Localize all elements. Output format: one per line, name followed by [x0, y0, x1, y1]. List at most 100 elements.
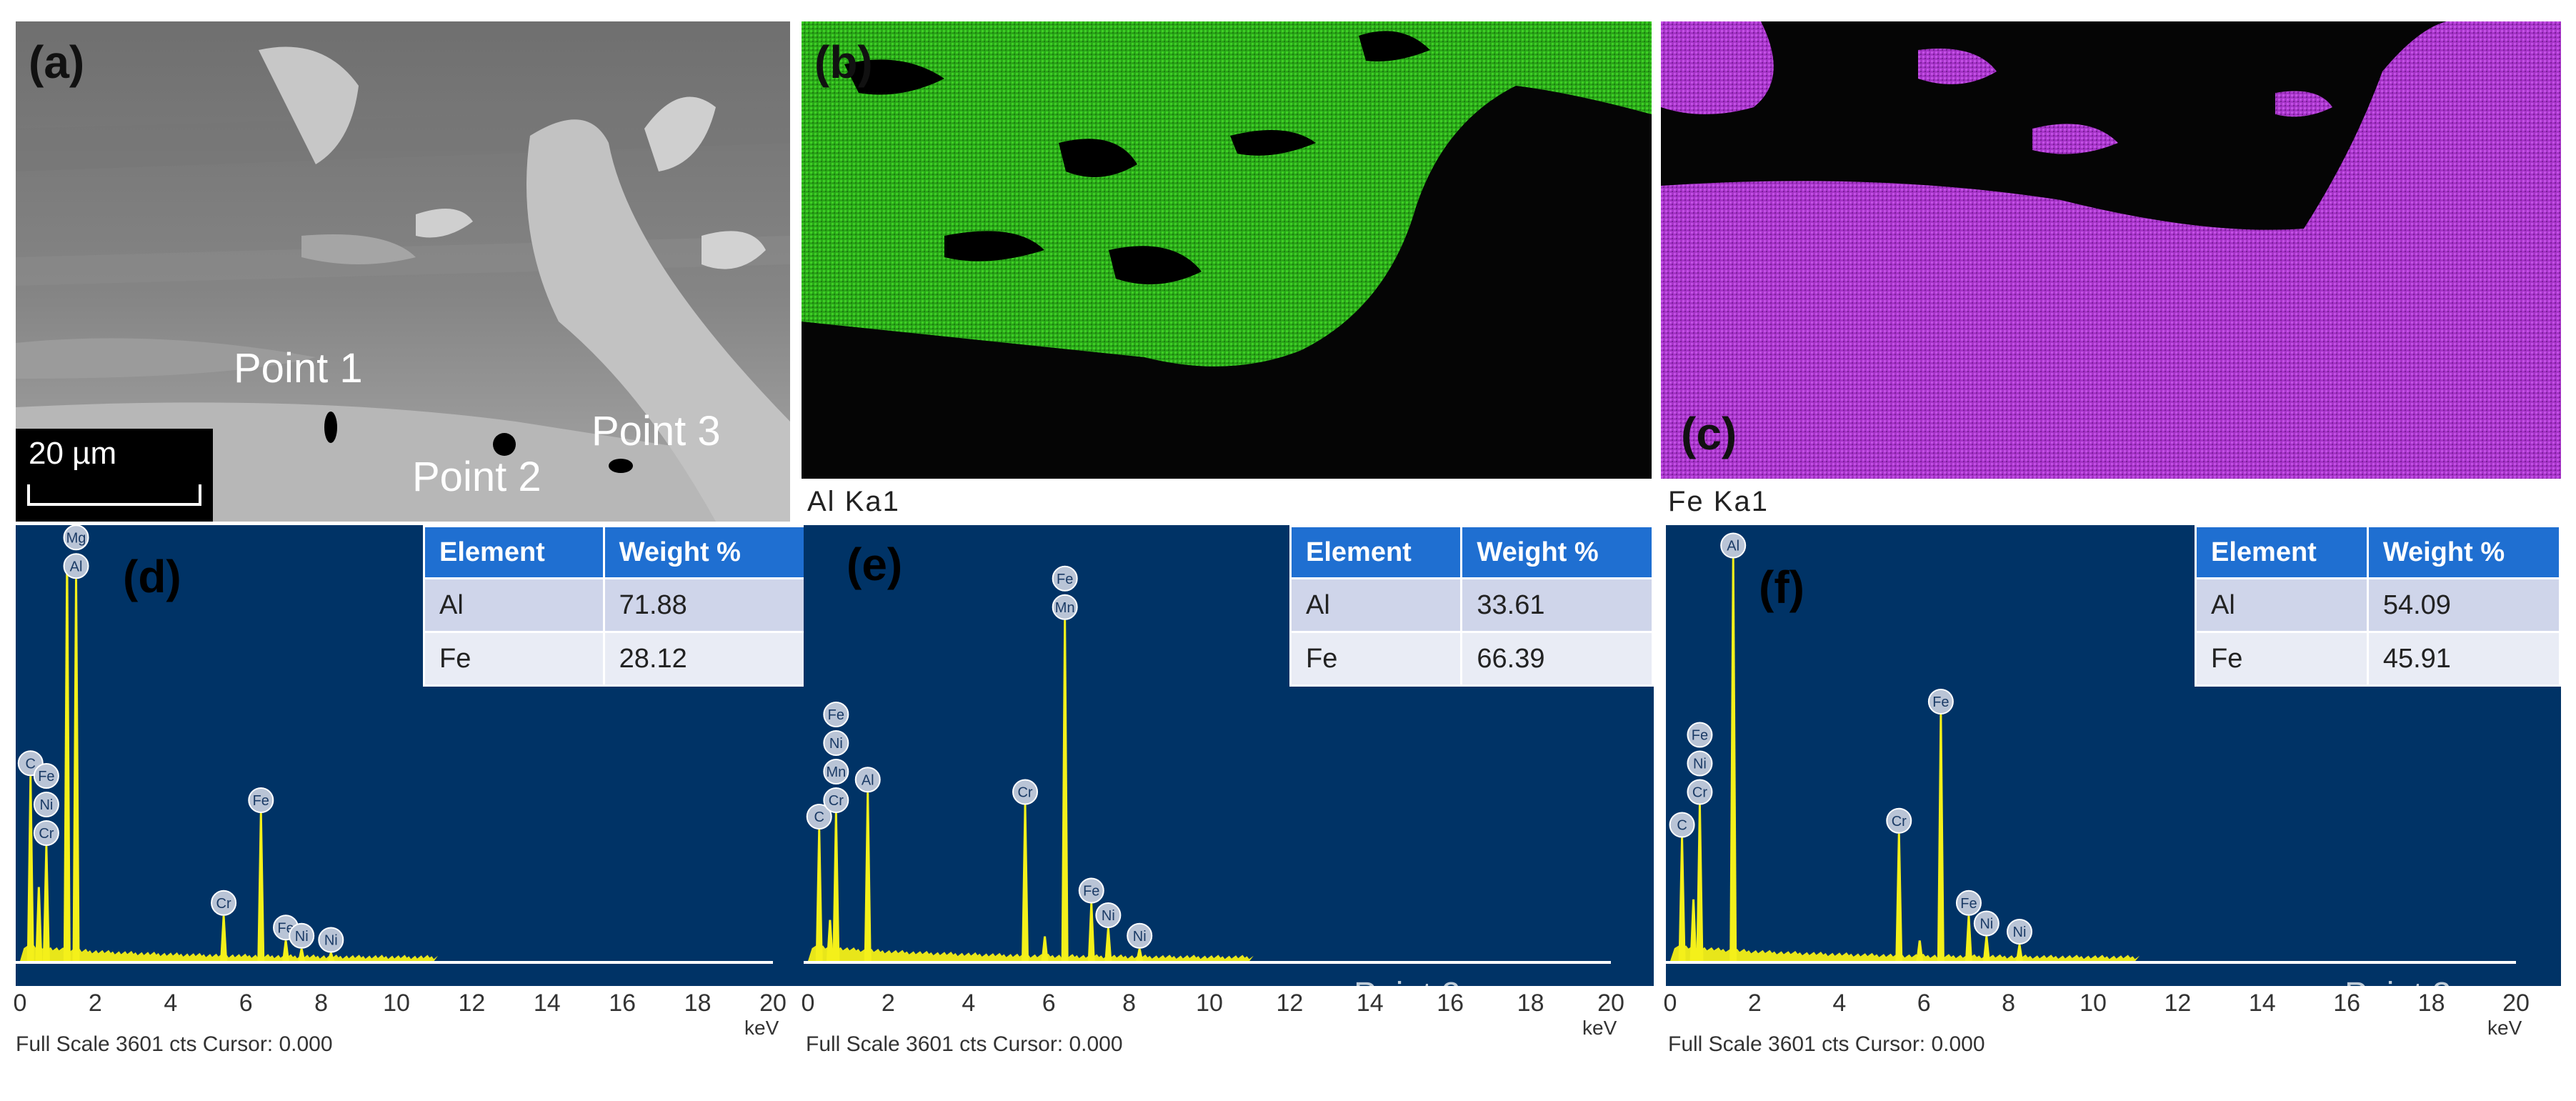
cell-weight: 33.61 [1460, 577, 1654, 633]
peak-label-fe: Fe [823, 702, 849, 727]
x-tick-label: 18 [684, 990, 712, 1017]
peak-label-cr: Cr [1012, 779, 1039, 805]
svg-text:Fe: Fe [1692, 728, 1708, 744]
peak-label-fe: Fe [1955, 890, 1982, 916]
svg-text:Ni: Ni [829, 736, 843, 752]
spectrum-peak [1022, 804, 1029, 961]
x-tick-label: 8 [314, 990, 329, 1017]
scale-bar: 20 µm [16, 429, 213, 522]
peak-label-fe: Fe [1078, 877, 1104, 904]
spectrum-peak [1136, 948, 1144, 961]
svg-text:Cr: Cr [1692, 785, 1707, 801]
fe-map-panel: (c) [1661, 21, 2561, 479]
point-3-marker [609, 459, 633, 473]
header-element: Element [423, 525, 605, 579]
spectrum-peak [1696, 804, 1704, 961]
cell-element: Al [423, 577, 605, 633]
spectrum-peak [63, 558, 71, 961]
peak-label-ni: Ni [289, 922, 315, 949]
svg-text:Al: Al [862, 772, 874, 788]
cell-weight: 54.09 [2366, 577, 2561, 633]
spectrum-peak [826, 920, 834, 961]
point-1-label: Point 1 [234, 345, 363, 392]
spectrum-background [20, 945, 438, 961]
x-tick-label: 14 [533, 990, 561, 1017]
overlay-text-point-3: Point 3 [2345, 975, 2451, 986]
peak-label-al: Al [63, 553, 89, 579]
svg-text:C: C [814, 809, 824, 825]
al-element-map [802, 21, 1652, 367]
spectrum-peak [1678, 837, 1686, 961]
spectrum-peak [1982, 936, 1990, 961]
spectrum-peak [220, 915, 228, 961]
composition-table-d: Element Weight % Al 71.88 Fe 28.12 [423, 525, 806, 687]
cell-weight: 28.12 [602, 631, 806, 687]
x-tick-label: 12 [2164, 990, 2192, 1017]
x-tick-label: 20 [2502, 990, 2530, 1017]
scale-bar-tick-right [199, 484, 201, 506]
spectrum-peak [864, 792, 872, 961]
x-tick-label: 18 [1517, 990, 1544, 1017]
peak-label-fe: Fe [1927, 689, 1954, 714]
sem-image-panel: (a) Point 1 Point 2 Point 3 20 µm [16, 21, 790, 522]
eds-spectrum-e: C Fe Ni Mn Cr Al Cr Fe Mn Fe Ni Ni (e) Element Weig… [804, 525, 1654, 986]
x-tick-label: 10 [2080, 990, 2107, 1017]
spectrum-peak [1087, 903, 1095, 961]
composition-table-e: Element Weight % Al 33.61 Fe 66.39 [1289, 525, 1654, 687]
fe-element-map [1661, 21, 2561, 479]
x-tick-label: 14 [2248, 990, 2276, 1017]
scale-bar-tick-left [27, 484, 30, 506]
x-tick-label: 0 [13, 990, 27, 1017]
svg-text:Cr: Cr [39, 826, 54, 842]
table-header-row: Element Weight % [423, 525, 806, 579]
peak-label-cr: Cr [1687, 779, 1713, 805]
x-tick-label: 18 [2417, 990, 2445, 1017]
x-tick-label: 4 [962, 990, 976, 1017]
spectrum-peak [282, 940, 290, 961]
header-weight: Weight % [602, 525, 806, 579]
peak-label-ni: Ni [1095, 902, 1122, 928]
x-tick-label: 0 [801, 990, 815, 1017]
peak-label-ni: Ni [823, 730, 849, 756]
peak-label-fe: Fe [1052, 565, 1078, 592]
panel-label-b: (b) [814, 36, 873, 88]
peak-label-ni: Ni [33, 792, 59, 817]
svg-text:Fe: Fe [38, 769, 54, 784]
spectrum-peak [35, 887, 43, 961]
panel-label-e: (e) [847, 539, 903, 590]
overlay-text-point-2: Point 2 [1354, 975, 1460, 986]
panel-label-a: (a) [29, 36, 85, 88]
svg-text:Ni: Ni [2013, 925, 2027, 940]
x-tick-label: 6 [1917, 990, 1931, 1017]
point-3-label: Point 3 [591, 408, 721, 454]
peak-label-c: C [806, 804, 832, 830]
svg-text:C: C [1677, 818, 1687, 834]
cell-element: Fe [1289, 631, 1463, 687]
panel-label-f: (f) [1759, 562, 1804, 613]
spectrum-peak [815, 830, 823, 961]
svg-text:Ni: Ni [1980, 917, 1993, 932]
peak-label-ni: Ni [1687, 750, 1713, 777]
svg-text:Cr: Cr [1892, 814, 1907, 830]
svg-text:Al: Al [1727, 539, 1739, 554]
x-tick-label: 8 [2002, 990, 2016, 1017]
spectrum-peak [42, 846, 50, 961]
peak-label-cr: Cr [823, 787, 849, 813]
header-weight: Weight % [2366, 525, 2561, 579]
spectrum-peak [1916, 940, 1924, 961]
table-row: Fe 28.12 [423, 631, 806, 687]
svg-text:Mg: Mg [66, 530, 86, 546]
svg-text:Fe: Fe [253, 793, 269, 809]
table-header-row: Element Weight % [1289, 525, 1654, 579]
cell-element: Al [1289, 577, 1463, 633]
panel-label-d: (d) [123, 551, 181, 602]
scale-bar-line [29, 503, 200, 506]
peak-label-mn: Mn [1052, 594, 1078, 620]
peak-label-c: C [1669, 812, 1695, 838]
scale-bar-label: 20 µm [29, 436, 117, 471]
peak-label-fe: Fe [33, 763, 59, 789]
spectrum-peak [327, 952, 335, 961]
peak-label-fe: Fe [248, 787, 274, 813]
svg-text:Ni: Ni [1133, 929, 1147, 945]
